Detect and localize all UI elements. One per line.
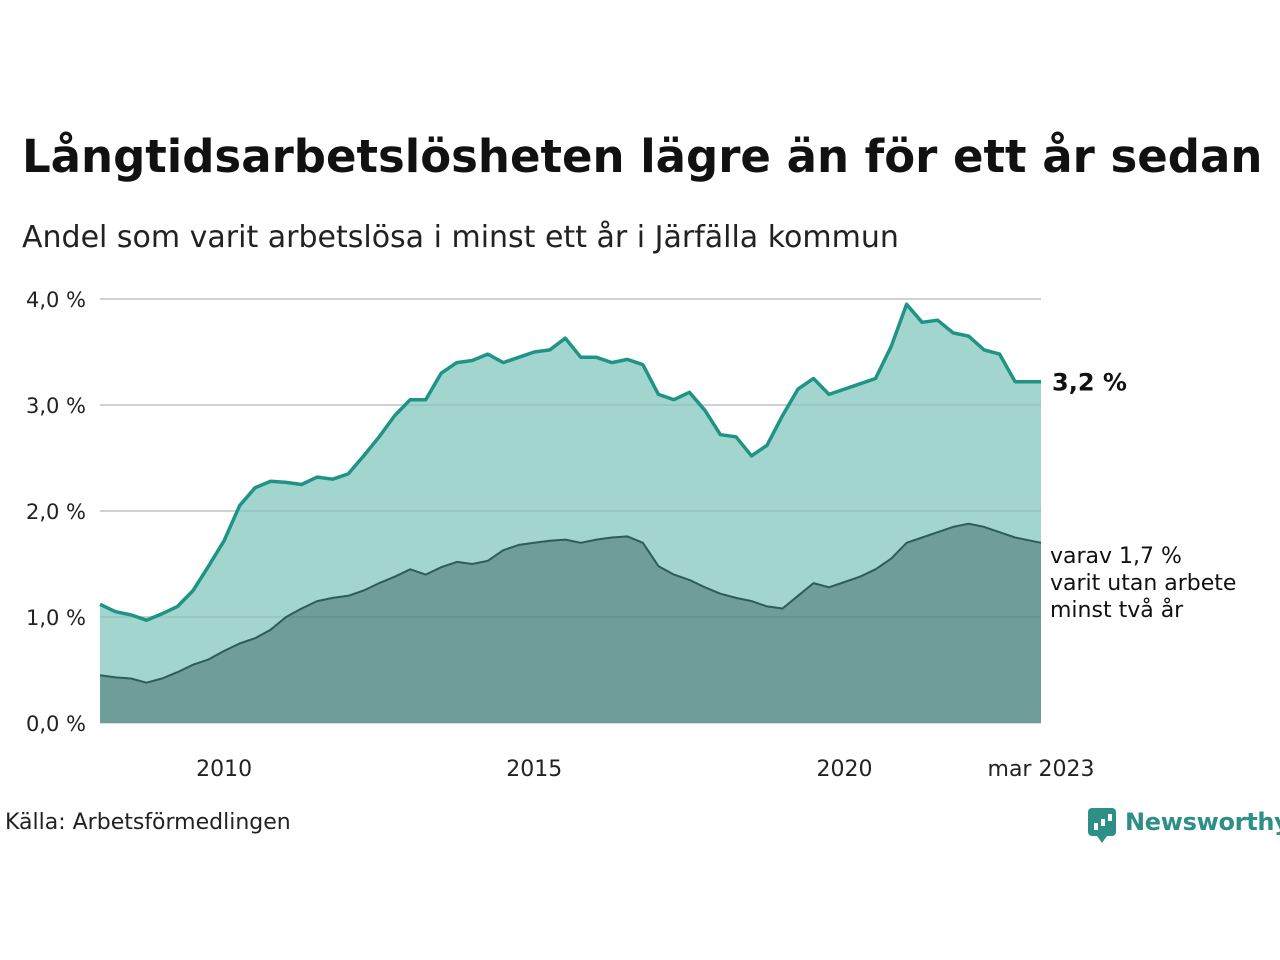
line-two-years xyxy=(99,522,1042,684)
x-tick-label: 2010 xyxy=(196,757,252,782)
y-tick-label: 4,0 % xyxy=(26,288,86,312)
source-note: Källa: Arbetsförmedlingen xyxy=(5,810,291,835)
chart-title: Långtidsarbetslösheten lägre än för ett … xyxy=(22,130,1263,183)
area-two-years xyxy=(100,523,1041,723)
y-tick-label: 1,0 % xyxy=(26,606,86,630)
label-sub-line-3: minst två år xyxy=(1050,597,1184,623)
label-total-value: 3,2 % xyxy=(1052,369,1127,397)
x-axis: 2010 2015 2020 mar 2023 xyxy=(196,757,1094,782)
brand-name: Newsworthy xyxy=(1125,808,1280,836)
y-axis: 0,0 % 1,0 % 2,0 % 3,0 % 4,0 % xyxy=(26,288,86,736)
x-tick-label: 2015 xyxy=(506,757,562,782)
newsworthy-logo-icon xyxy=(1088,808,1116,843)
label-sub-line-2: varit utan arbete xyxy=(1050,571,1236,596)
y-tick-label: 2,0 % xyxy=(26,500,86,524)
y-tick-label: 0,0 % xyxy=(26,712,86,736)
x-tick-label: 2020 xyxy=(817,757,873,782)
chart-subtitle: Andel som varit arbetslösa i minst ett å… xyxy=(22,220,899,255)
label-sub-line-1: varav 1,7 % xyxy=(1050,544,1182,569)
x-tick-label: mar 2023 xyxy=(988,757,1095,782)
newsworthy-logo: Newsworthy xyxy=(1088,804,1280,843)
y-tick-label: 3,0 % xyxy=(26,394,86,418)
line-total xyxy=(99,302,1041,622)
